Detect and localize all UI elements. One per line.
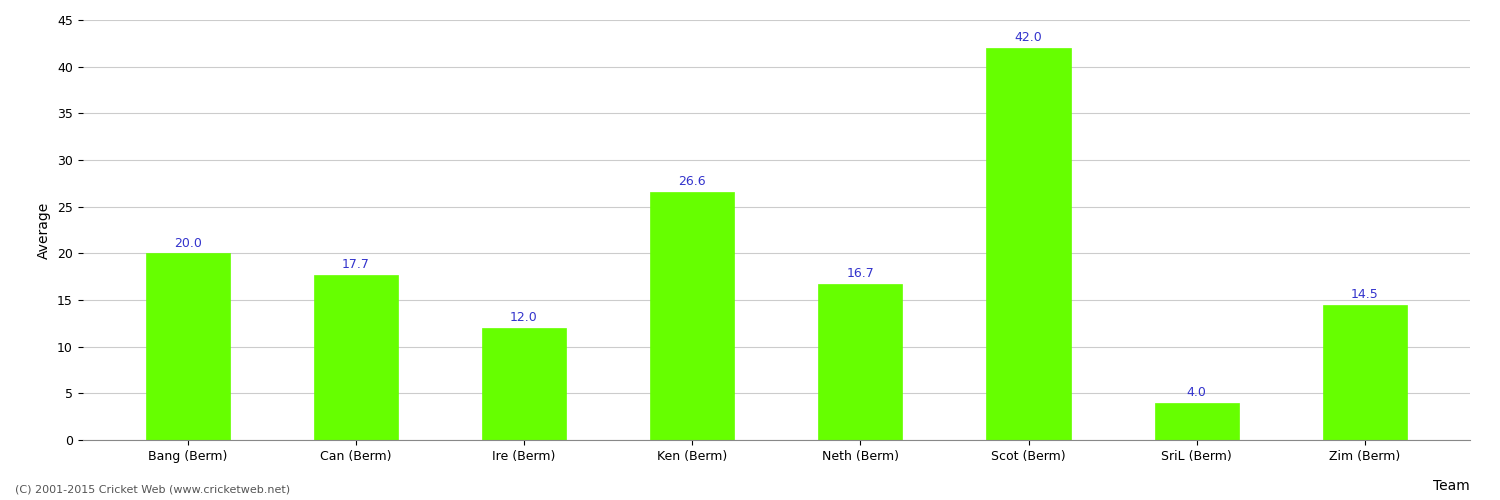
Text: 26.6: 26.6 (678, 175, 706, 188)
Text: 12.0: 12.0 (510, 312, 538, 324)
Text: 4.0: 4.0 (1186, 386, 1206, 399)
Text: 20.0: 20.0 (174, 236, 201, 250)
Bar (650, 192, 734, 440)
Bar (1323, 304, 1407, 440)
Bar (987, 48, 1071, 440)
Text: 16.7: 16.7 (846, 268, 874, 280)
Bar (146, 254, 230, 440)
Y-axis label: Average: Average (38, 202, 51, 258)
Text: 14.5: 14.5 (1352, 288, 1378, 301)
Text: 17.7: 17.7 (342, 258, 369, 271)
Bar (1155, 402, 1239, 440)
Text: 42.0: 42.0 (1014, 32, 1042, 44)
Text: (C) 2001-2015 Cricket Web (www.cricketweb.net): (C) 2001-2015 Cricket Web (www.cricketwe… (15, 485, 290, 495)
Bar (482, 328, 566, 440)
Bar (314, 275, 398, 440)
Bar (819, 284, 903, 440)
Text: Team: Team (1434, 479, 1470, 493)
